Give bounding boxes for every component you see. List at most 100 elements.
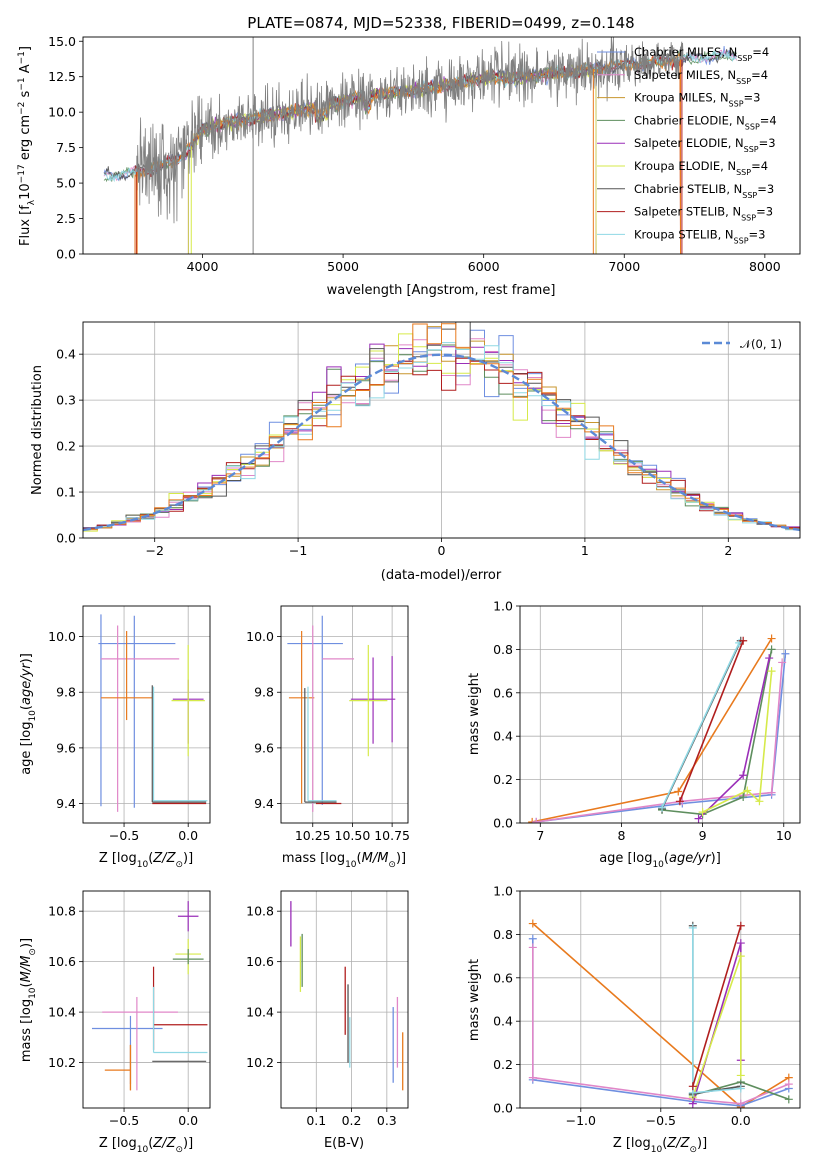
- figure-title: PLATE=0874, MJD=52338, FIBERID=0499, z=0…: [247, 14, 634, 32]
- legend-entry: Chabrier ELODIE, NSSP=4: [634, 113, 777, 130]
- x-axis-label: age [log10(age/yr)]: [599, 851, 721, 870]
- x-tick-label: 7000: [608, 259, 640, 274]
- y-tick-label: 5.0: [56, 176, 76, 191]
- y-tick-label: 0.0: [56, 247, 76, 262]
- x-axis-label: Z [log10(Z/Z⊙)]: [613, 1136, 707, 1155]
- x-tick-label: 4000: [187, 259, 219, 274]
- weight-line: [661, 642, 740, 809]
- y-tick-label: 7.5: [56, 140, 76, 155]
- y-tick-label: 0.4: [56, 347, 76, 362]
- x-tick-label: 5000: [327, 259, 359, 274]
- y-tick-label: 0.8: [493, 642, 513, 657]
- legend-entry: Salpeter STELIB, NSSP=3: [634, 205, 773, 223]
- y-axis-label: Normed distribution: [30, 365, 45, 495]
- y-tick-label: 10.8: [48, 904, 76, 919]
- plot-area: [528, 919, 793, 1108]
- y-axis-label: Flux [fλ10−17 erg cm−2 s−1 A−1]: [17, 46, 37, 246]
- axes-frame: [280, 605, 409, 824]
- x-tick-label: 8: [617, 828, 625, 843]
- weight-marker: [784, 1095, 793, 1104]
- weight-marker: [781, 649, 790, 658]
- weight-marker: [532, 817, 541, 823]
- legend-entry: Kroupa MILES, NSSP=3: [634, 91, 760, 109]
- y-axis-label: age [log10(age/yr)]: [19, 653, 38, 775]
- y-tick-label: 0.3: [56, 393, 76, 408]
- weight-line: [679, 640, 744, 802]
- x-tick-label: 8000: [749, 259, 781, 274]
- axes-frame: [519, 890, 801, 1109]
- x-axis-label: E(B-V): [324, 1136, 364, 1151]
- y-tick-label: 1.0: [493, 884, 513, 899]
- legend-entry: Salpeter ELODIE, NSSP=3: [634, 136, 776, 154]
- weight-marker: [765, 654, 774, 663]
- weight-marker: [528, 1073, 537, 1082]
- x-tick-label: −1: [289, 543, 307, 558]
- weight-marker: [528, 919, 537, 928]
- axes-frame: [280, 890, 409, 1109]
- y-tick-label: 10.8: [246, 904, 274, 919]
- x-tick-label: 0.0: [178, 828, 198, 843]
- y-tick-label: 0.1: [56, 485, 76, 500]
- y-tick-label: 0.2: [493, 772, 513, 787]
- axes-frame: [82, 890, 211, 1109]
- y-tick-label: 15.0: [48, 34, 76, 49]
- y-tick-label: 2.5: [56, 211, 76, 226]
- x-tick-label: 6000: [468, 259, 500, 274]
- y-tick-label: 0.0: [493, 816, 513, 831]
- y-tick-label: 10.6: [48, 954, 76, 969]
- weight-line: [692, 927, 741, 1094]
- weight-marker: [736, 921, 745, 930]
- y-tick-label: 0.4: [493, 729, 513, 744]
- y-tick-label: 10.4: [48, 1005, 76, 1020]
- legend-entry: Chabrier MILES, NSSP=4: [634, 45, 769, 63]
- weight-marker: [528, 934, 537, 943]
- x-tick-label: −0.5: [109, 1113, 139, 1128]
- y-tick-label: 0.8: [493, 927, 513, 942]
- y-axis-label: mass weight: [467, 673, 482, 755]
- weight-marker: [688, 923, 697, 932]
- gaussian-curve: [83, 353, 800, 532]
- legend-entry: Chabrier STELIB, NSSP=3: [634, 182, 774, 200]
- histogram-step: [83, 342, 800, 532]
- x-axis-label: Z [log10(Z/Z⊙)]: [99, 1136, 193, 1155]
- gauss-legend-label: 𝒩(0, 1): [740, 337, 782, 351]
- y-tick-label: 1.0: [493, 599, 513, 614]
- plot-area: [528, 634, 790, 823]
- histogram-step: [83, 323, 800, 533]
- y-tick-label: 9.4: [56, 796, 76, 811]
- plot-area: [290, 901, 404, 1091]
- weight-line: [532, 638, 773, 823]
- legend-entry: Kroupa STELIB, NSSP=3: [634, 227, 765, 245]
- x-tick-label: −0.5: [109, 828, 139, 843]
- x-tick-label: 1: [581, 543, 589, 558]
- weight-marker: [694, 814, 703, 823]
- data-spectrum-line: [136, 37, 684, 224]
- y-tick-label: 0.2: [56, 439, 76, 454]
- x-tick-label: 2: [724, 543, 732, 558]
- axes-age_vs_mass: 10.25 10.50 10.75 9.4 9.6 9.8 10.0 mass [log10(…: [246, 605, 410, 870]
- y-tick-label: 10.0: [48, 105, 76, 120]
- y-tick-label: 12.5: [48, 69, 76, 84]
- x-axis-label: Z [log10(Z/Z⊙)]: [99, 851, 193, 870]
- weight-marker: [736, 1099, 745, 1108]
- weight-line: [692, 925, 742, 1087]
- weight-marker: [688, 1082, 697, 1091]
- y-tick-label: 0.2: [493, 1057, 513, 1072]
- weight-marker: [658, 803, 667, 812]
- x-tick-label: 0: [438, 543, 446, 558]
- y-tick-label: 10.6: [246, 954, 274, 969]
- axes-frame: [519, 605, 801, 824]
- x-tick-label: 0.0: [178, 1113, 198, 1128]
- x-tick-label: −2: [145, 543, 163, 558]
- y-tick-label: 9.8: [254, 685, 274, 700]
- y-tick-label: 9.8: [56, 685, 76, 700]
- axes-residual_hist: −2 −1 0 1 2 0.0 0.1 0.2 0.3 0.4 𝒩(0, 1) (data-model…: [30, 321, 801, 583]
- x-axis-label: mass [log10(M/M⊙)]: [282, 851, 406, 870]
- weight-line: [692, 942, 742, 1104]
- axes-mass_vs_ebv: 0.1 0.2 0.3 10.2 10.4 10.6 10.8 E(B-V): [246, 890, 409, 1151]
- y-tick-label: 9.6: [254, 740, 274, 755]
- y-tick-label: 9.4: [254, 796, 274, 811]
- weight-marker: [767, 634, 776, 643]
- weight-marker: [784, 1080, 793, 1089]
